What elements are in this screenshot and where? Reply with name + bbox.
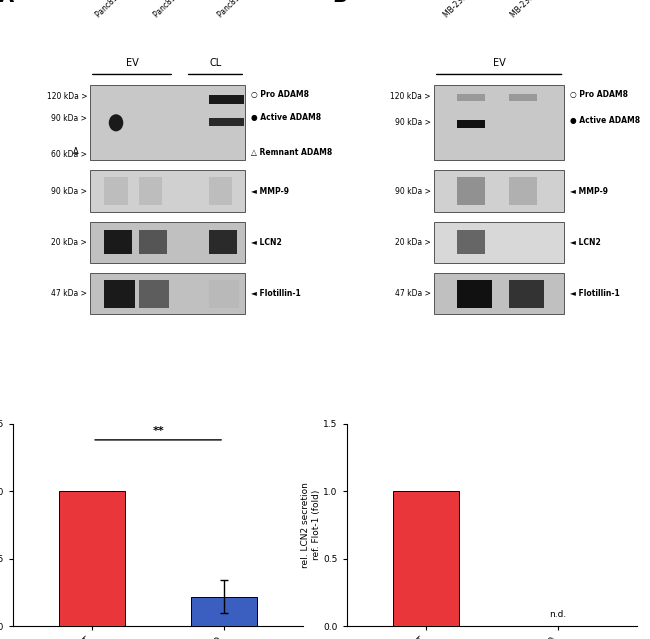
- Text: Δ: Δ: [73, 147, 78, 156]
- Text: ◄ Flotillin-1: ◄ Flotillin-1: [570, 289, 620, 298]
- Text: Panc89 hA8 WT: Panc89 hA8 WT: [94, 0, 142, 20]
- Bar: [510, 95, 537, 102]
- Text: 20 kDa >: 20 kDa >: [51, 238, 87, 247]
- Text: 90 kDa >: 90 kDa >: [51, 187, 87, 196]
- Text: EV: EV: [493, 58, 506, 68]
- Bar: [457, 177, 485, 204]
- Bar: [393, 491, 459, 626]
- Text: **: **: [152, 426, 164, 436]
- Text: ◄ MMP-9: ◄ MMP-9: [570, 187, 608, 196]
- Bar: [139, 280, 170, 307]
- Bar: [209, 177, 232, 204]
- Text: ● Active ADAM8: ● Active ADAM8: [251, 112, 321, 121]
- Text: Panc89 hA8 KO: Panc89 hA8 KO: [151, 0, 199, 20]
- Text: ◄ LCN2: ◄ LCN2: [570, 238, 601, 247]
- Text: B: B: [332, 0, 347, 6]
- Text: 120 kDa >: 120 kDa >: [391, 91, 431, 100]
- Text: Panc89 hA8 WT: Panc89 hA8 WT: [216, 0, 264, 20]
- Bar: [457, 280, 492, 307]
- Bar: [457, 231, 485, 254]
- Text: ◄ MMP-9: ◄ MMP-9: [251, 187, 289, 196]
- Text: ○ Pro ADAM8: ○ Pro ADAM8: [251, 90, 309, 99]
- Text: 47 kDa >: 47 kDa >: [51, 289, 87, 298]
- Bar: [105, 280, 135, 307]
- FancyBboxPatch shape: [434, 222, 564, 263]
- Bar: [191, 597, 257, 626]
- Bar: [209, 280, 239, 307]
- Bar: [139, 231, 167, 254]
- Text: 90 kDa >: 90 kDa >: [395, 118, 431, 127]
- Text: EV: EV: [125, 58, 138, 68]
- Bar: [105, 231, 133, 254]
- Text: 90 kDa >: 90 kDa >: [51, 114, 87, 123]
- Y-axis label: rel. LCN2 secretion
ref. Flot-1 (fold): rel. LCN2 secretion ref. Flot-1 (fold): [301, 482, 320, 568]
- Bar: [457, 120, 485, 128]
- Text: 120 kDa >: 120 kDa >: [47, 91, 87, 100]
- Circle shape: [109, 114, 124, 132]
- Text: 20 kDa >: 20 kDa >: [395, 238, 431, 247]
- Bar: [139, 177, 162, 204]
- Text: 90 kDa >: 90 kDa >: [395, 187, 431, 196]
- Bar: [59, 491, 125, 626]
- Text: 47 kDa >: 47 kDa >: [395, 289, 431, 298]
- Text: A: A: [0, 0, 14, 6]
- Bar: [457, 95, 485, 102]
- FancyBboxPatch shape: [90, 171, 245, 212]
- FancyBboxPatch shape: [90, 273, 245, 314]
- Text: ◄ Flotillin-1: ◄ Flotillin-1: [251, 289, 301, 298]
- Text: △ Remnant ADAM8: △ Remnant ADAM8: [251, 148, 332, 157]
- Text: ◄ LCN2: ◄ LCN2: [251, 238, 281, 247]
- FancyBboxPatch shape: [90, 222, 245, 263]
- Bar: [209, 118, 244, 127]
- Bar: [510, 280, 544, 307]
- Bar: [209, 95, 244, 104]
- Text: CL: CL: [209, 58, 222, 68]
- Text: 60 kDa >: 60 kDa >: [51, 150, 87, 158]
- Text: MB-231 hA8 WT: MB-231 hA8 WT: [442, 0, 491, 20]
- Text: MB-231 hA8 KO: MB-231 hA8 KO: [509, 0, 557, 20]
- Bar: [510, 177, 537, 204]
- Text: n.d.: n.d.: [549, 610, 566, 619]
- Text: ○ Pro ADAM8: ○ Pro ADAM8: [570, 90, 629, 99]
- FancyBboxPatch shape: [434, 171, 564, 212]
- FancyBboxPatch shape: [90, 85, 245, 160]
- Bar: [209, 231, 237, 254]
- Text: ● Active ADAM8: ● Active ADAM8: [570, 116, 640, 125]
- Bar: [105, 177, 127, 204]
- FancyBboxPatch shape: [434, 273, 564, 314]
- FancyBboxPatch shape: [434, 85, 564, 160]
